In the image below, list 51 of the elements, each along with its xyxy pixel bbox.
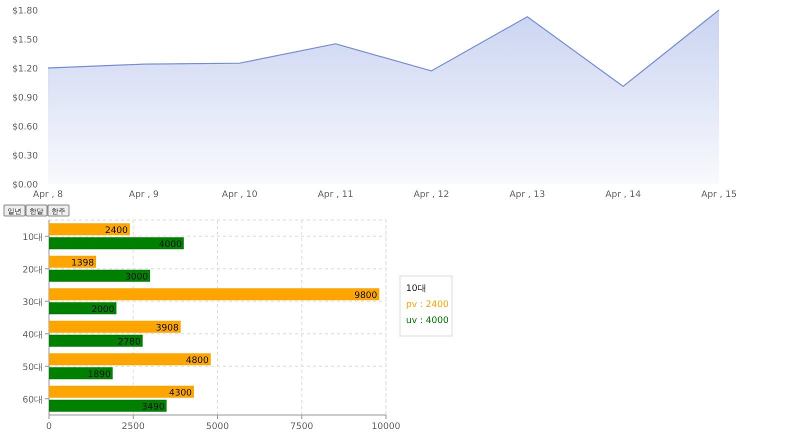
y-tick-label: $1.20: [12, 64, 38, 74]
y-tick-label: 20대: [22, 265, 43, 276]
x-tick-label: 0: [46, 422, 52, 432]
data-label: 4300: [169, 388, 192, 398]
text: 10대: [406, 284, 426, 294]
y-tick-label: 50대: [22, 362, 43, 373]
data-label: 3908: [156, 323, 179, 334]
data-label: 1890: [88, 370, 111, 380]
x-tick-label: Apr , 14: [605, 190, 642, 200]
bar: [49, 320, 181, 333]
data-label: 2780: [118, 337, 141, 348]
x-tick-label: Apr , 8: [33, 190, 64, 200]
data-label: 2000: [91, 304, 115, 315]
data-label: 3490: [142, 402, 165, 412]
y-tick-label: $1.50: [12, 36, 38, 46]
data-label: 4000: [158, 240, 182, 250]
y-tick-label: $1.80: [12, 6, 38, 16]
x-tick-label: Apr , 9: [128, 190, 160, 200]
bar: [49, 288, 380, 300]
x-tick-label: 7500: [290, 422, 314, 432]
x-tick-label: 2500: [122, 422, 145, 432]
x-tick-label: Apr , 10: [222, 190, 258, 200]
y-tick-label: $0.90: [12, 94, 38, 104]
y-tick-label: $0.00: [12, 180, 38, 190]
data-label: 1398: [71, 258, 94, 268]
bar: [49, 302, 116, 314]
bar: [49, 386, 194, 398]
data-label: 2400: [104, 226, 128, 236]
data-label: 4800: [186, 356, 210, 366]
y-tick-label: $0.30: [12, 152, 38, 162]
y-tick-label: 40대: [22, 330, 43, 340]
x-tick-label: Apr , 12: [414, 190, 450, 200]
data-label: 9800: [354, 290, 378, 301]
bar: [49, 223, 130, 236]
y-tick-label: 30대: [22, 298, 43, 308]
bar: [49, 353, 211, 366]
x-tick-label: 10000: [372, 422, 401, 432]
y-tick-label: 10대: [22, 232, 43, 243]
y-tick-label: 60대: [22, 395, 43, 406]
bar: [49, 270, 150, 282]
text: pv : 2400: [406, 300, 449, 310]
x-tick-label: Apr , 11: [318, 190, 354, 200]
x-tick-label: 5000: [206, 422, 230, 432]
bar: [49, 400, 167, 412]
x-tick-label: Apr , 13: [509, 190, 546, 200]
y-tick-label: $0.60: [12, 122, 38, 132]
x-tick-label: Apr , 15: [701, 190, 737, 200]
text: uv : 4000: [406, 316, 449, 326]
bar: [49, 334, 143, 347]
data-label: 3000: [125, 272, 148, 282]
bar: [49, 237, 184, 250]
